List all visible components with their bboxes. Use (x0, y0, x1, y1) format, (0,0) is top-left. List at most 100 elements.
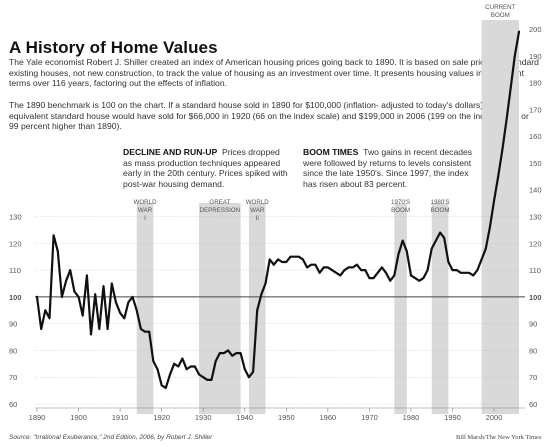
data-point (61, 295, 63, 298)
data-point (36, 295, 38, 298)
data-point (372, 277, 375, 280)
annotation-boom-text: Two gains in recent decades were followe… (303, 147, 473, 189)
source-note: Source: "Irrational Exuberance," 2nd Edi… (9, 434, 213, 441)
data-point (227, 349, 230, 352)
event-band (394, 203, 407, 414)
data-point (509, 87, 512, 89)
data-point (56, 250, 59, 253)
band-label: I (144, 215, 146, 222)
data-point (318, 271, 321, 274)
y-tick-label-left: 80 (9, 346, 17, 355)
data-point (468, 271, 471, 274)
data-point (430, 247, 433, 250)
data-point (185, 368, 188, 371)
data-point (472, 274, 475, 277)
event-band (431, 203, 449, 414)
y-tick-label-right: 80 (529, 346, 537, 355)
data-point (326, 266, 329, 269)
band-label: WORLD (246, 199, 270, 206)
data-point (65, 279, 67, 282)
data-point (260, 293, 263, 296)
y-tick-label-right: 120 (529, 239, 542, 248)
data-point (455, 269, 458, 271)
page-title: A History of Home Values (9, 38, 218, 57)
data-point (115, 301, 117, 304)
data-point (426, 269, 429, 271)
data-point (69, 269, 72, 271)
annotation-decline: DECLINE AND RUN-UP Prices dropped as mas… (123, 147, 291, 189)
data-point (293, 255, 296, 258)
y-tick-label-right: 180 (529, 79, 542, 88)
data-point (52, 234, 55, 237)
data-point (85, 274, 88, 277)
data-point (447, 261, 450, 263)
y-tick-label-right: 130 (529, 213, 542, 222)
data-point (106, 328, 109, 330)
data-point (489, 226, 491, 229)
y-tick-label-right: 140 (529, 186, 542, 195)
data-point (123, 317, 126, 320)
y-tick-label-right: 100 (529, 293, 542, 302)
y-tick-label-right: 110 (529, 266, 541, 275)
data-point (289, 255, 292, 258)
x-tick-label: 1980 (403, 413, 420, 422)
y-tick-label-right: 150 (529, 159, 542, 168)
y-tick-label-left: 130 (9, 213, 22, 222)
data-point (393, 274, 396, 277)
data-point (410, 274, 412, 277)
x-tick-label: 1930 (195, 413, 212, 422)
data-point (443, 237, 446, 239)
y-tick-label-right: 60 (529, 400, 537, 409)
data-point (169, 373, 171, 376)
data-point (73, 290, 76, 293)
data-point (239, 352, 242, 355)
y-tick-label-right: 160 (529, 132, 542, 141)
data-point (464, 271, 466, 274)
band-label: CURRENT (485, 4, 515, 11)
data-point (144, 330, 146, 333)
data-point (351, 266, 354, 269)
x-tick-label: 1890 (29, 413, 46, 422)
data-point (376, 271, 379, 274)
data-point (277, 258, 279, 261)
data-point (152, 360, 155, 363)
data-point (40, 328, 43, 330)
data-point (90, 333, 92, 336)
data-point (405, 250, 408, 253)
data-point (331, 269, 333, 271)
band-label: GREAT (209, 199, 230, 206)
data-point (339, 274, 342, 277)
data-point (480, 258, 483, 261)
band-label: WORLD (134, 199, 158, 206)
y-tick-label-left: 110 (9, 266, 21, 275)
data-point (439, 231, 441, 234)
data-point (281, 261, 284, 263)
data-point (368, 277, 371, 280)
data-point (310, 263, 313, 266)
annotation-boom: BOOM TIMES Two gains in recent decades w… (303, 147, 483, 189)
data-point (243, 368, 246, 371)
data-point (139, 328, 142, 330)
event-band (199, 203, 241, 414)
data-point (264, 282, 267, 285)
data-point (401, 239, 404, 242)
data-point (497, 175, 500, 178)
data-point (223, 352, 225, 355)
data-point (48, 317, 51, 320)
y-tick-label-right: 200 (529, 25, 542, 34)
data-point (135, 309, 138, 312)
data-point (206, 378, 209, 381)
data-point (335, 271, 338, 274)
data-point (235, 352, 238, 355)
data-point (302, 258, 304, 261)
band-label: 1970'S (391, 199, 410, 206)
data-point (360, 269, 363, 271)
data-point (148, 330, 151, 333)
data-point (231, 354, 234, 357)
band-label: II (255, 215, 259, 222)
y-tick-label-left: 90 (9, 320, 17, 329)
x-tick-label: 1900 (70, 413, 87, 422)
data-point (156, 368, 159, 371)
intro-paragraph-2: The 1890 benchmark is 100 on the chart. … (9, 100, 529, 132)
